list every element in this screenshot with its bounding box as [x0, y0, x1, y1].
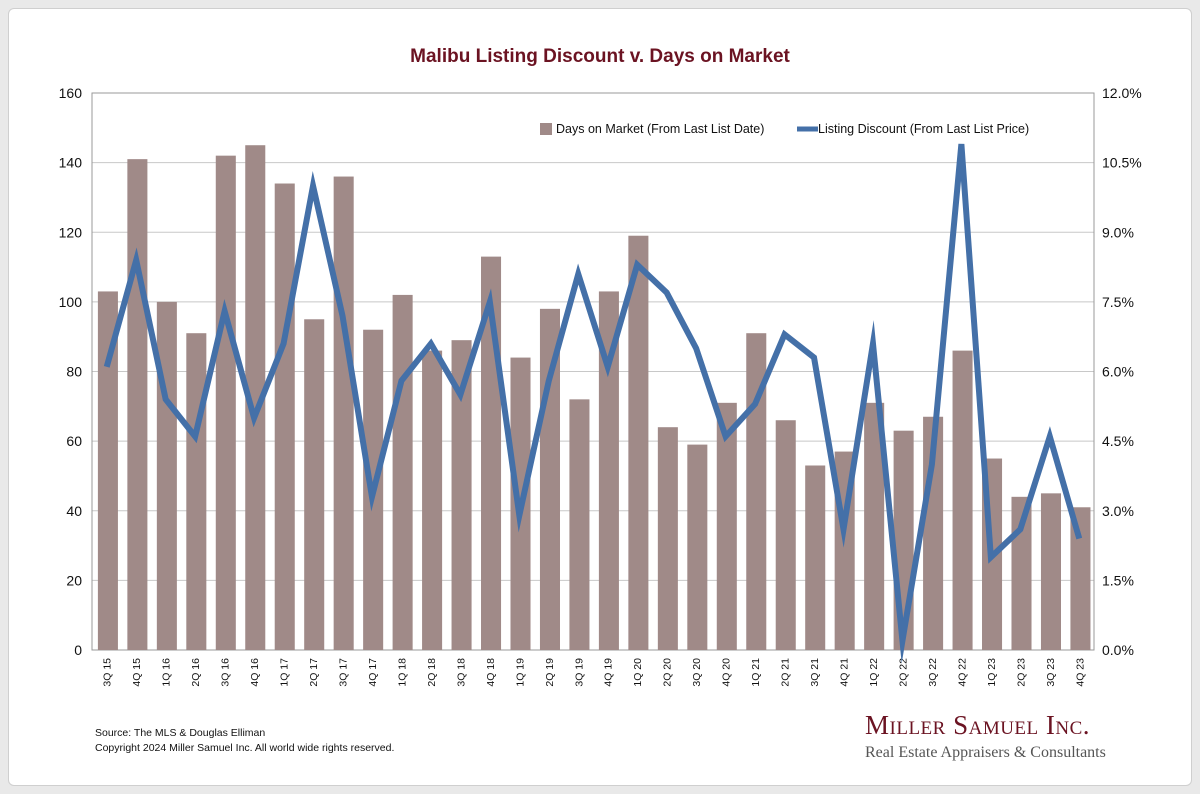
x-tick-label: 3Q 15 — [102, 658, 114, 687]
bar-days-on-market — [451, 340, 472, 650]
bar-days-on-market — [687, 444, 708, 650]
x-tick-label: 3Q 20 — [691, 658, 703, 687]
x-tick-label: 3Q 19 — [573, 658, 585, 687]
bar-days-on-market — [569, 399, 590, 650]
y2-tick-label: 7.5% — [1102, 294, 1134, 310]
bar-days-on-market — [392, 294, 413, 650]
y-tick-label: 0 — [74, 642, 82, 658]
x-tick-label: 4Q 16 — [249, 658, 261, 687]
x-tick-label: 2Q 21 — [780, 658, 792, 687]
x-tick-label: 4Q 17 — [367, 658, 379, 687]
x-tick-label: 1Q 20 — [632, 658, 644, 687]
y-tick-label: 20 — [66, 572, 82, 588]
x-tick-label: 2Q 20 — [662, 658, 674, 687]
x-tick-label: 4Q 18 — [485, 658, 497, 687]
legend-swatch-days — [540, 123, 552, 135]
bar-days-on-market — [657, 427, 678, 650]
bar-days-on-market — [422, 350, 443, 650]
bar-days-on-market — [156, 301, 177, 650]
y2-tick-label: 0.0% — [1102, 642, 1134, 658]
x-tick-label: 1Q 18 — [396, 658, 408, 687]
logo-tagline: Real Estate Appraisers & Consultants — [865, 744, 1106, 761]
x-tick-label: 4Q 19 — [603, 658, 615, 687]
logo-name: Miller Samuel Inc. — [865, 710, 1091, 740]
x-tick-label: 3Q 16 — [220, 658, 232, 687]
bar-days-on-market — [1070, 507, 1091, 650]
y2-tick-label: 6.0% — [1102, 364, 1134, 380]
x-tick-label: 1Q 23 — [986, 658, 998, 687]
x-tick-label: 1Q 19 — [514, 658, 526, 687]
x-tick-label: 4Q 21 — [839, 658, 851, 687]
legend-label-days: Days on Market (From Last List Date) — [556, 122, 764, 136]
chart-title: Malibu Listing Discount v. Days on Marke… — [410, 46, 790, 67]
bar-days-on-market — [775, 420, 796, 650]
bar-days-on-market — [186, 333, 207, 650]
x-tick-label: 2Q 18 — [426, 658, 438, 687]
x-tick-label: 2Q 16 — [190, 658, 202, 687]
bar-days-on-market — [952, 350, 973, 650]
y-tick-label: 160 — [59, 85, 83, 101]
bar-days-on-market — [805, 465, 826, 650]
x-tick-label: 3Q 23 — [1045, 658, 1057, 687]
bar-days-on-market — [274, 183, 295, 650]
bar-days-on-market — [864, 402, 885, 650]
bar-days-on-market — [304, 319, 325, 650]
bar-days-on-market — [628, 235, 649, 650]
y-tick-label: 40 — [66, 503, 82, 519]
bar-days-on-market — [333, 176, 354, 651]
x-tick-label: 1Q 17 — [279, 658, 291, 687]
y-tick-label: 120 — [59, 224, 83, 240]
x-tick-label: 1Q 21 — [750, 658, 762, 687]
x-tick-label: 4Q 22 — [956, 658, 968, 687]
x-tick-label: 1Q 16 — [161, 658, 173, 687]
x-tick-label: 2Q 23 — [1015, 658, 1027, 687]
copyright-note: Copyright 2024 Miller Samuel Inc. All wo… — [95, 742, 395, 754]
plot-area — [91, 92, 1095, 651]
x-tick-label: 3Q 22 — [927, 658, 939, 687]
y2-tick-label: 4.5% — [1102, 433, 1134, 449]
bar-days-on-market — [97, 291, 118, 650]
x-tick-label: 4Q 20 — [721, 658, 733, 687]
x-tick-label: 2Q 22 — [897, 658, 909, 687]
x-tick-label: 4Q 23 — [1074, 658, 1086, 687]
y-tick-label: 80 — [66, 364, 82, 380]
x-tick-label: 3Q 17 — [338, 658, 350, 687]
bar-days-on-market — [1040, 493, 1061, 650]
y2-tick-label: 1.5% — [1102, 572, 1134, 588]
line-listing-discount — [103, 143, 1083, 664]
x-tick-label: 3Q 18 — [455, 658, 467, 687]
bar-days-on-market — [716, 402, 737, 650]
y-tick-label: 60 — [66, 433, 82, 449]
x-tick-label: 4Q 15 — [131, 658, 143, 687]
x-tick-label: 3Q 21 — [809, 658, 821, 687]
bar-days-on-market — [598, 291, 619, 650]
y2-tick-label: 3.0% — [1102, 503, 1134, 519]
bar-days-on-market — [215, 155, 236, 650]
bar-days-on-market — [245, 145, 266, 650]
y2-tick-label: 12.0% — [1102, 85, 1142, 101]
x-tick-label: 2Q 19 — [544, 658, 556, 687]
y-tick-label: 140 — [59, 155, 83, 171]
x-tick-label: 1Q 22 — [868, 658, 880, 687]
bar-days-on-market — [127, 159, 148, 651]
y-tick-label: 100 — [59, 294, 83, 310]
x-tick-label: 2Q 17 — [308, 658, 320, 687]
y2-tick-label: 10.5% — [1102, 155, 1142, 171]
y2-tick-label: 9.0% — [1102, 224, 1134, 240]
source-note: Source: The MLS & Douglas Elliman — [95, 727, 266, 739]
legend-label-discount: Listing Discount (From Last List Price) — [818, 122, 1029, 136]
